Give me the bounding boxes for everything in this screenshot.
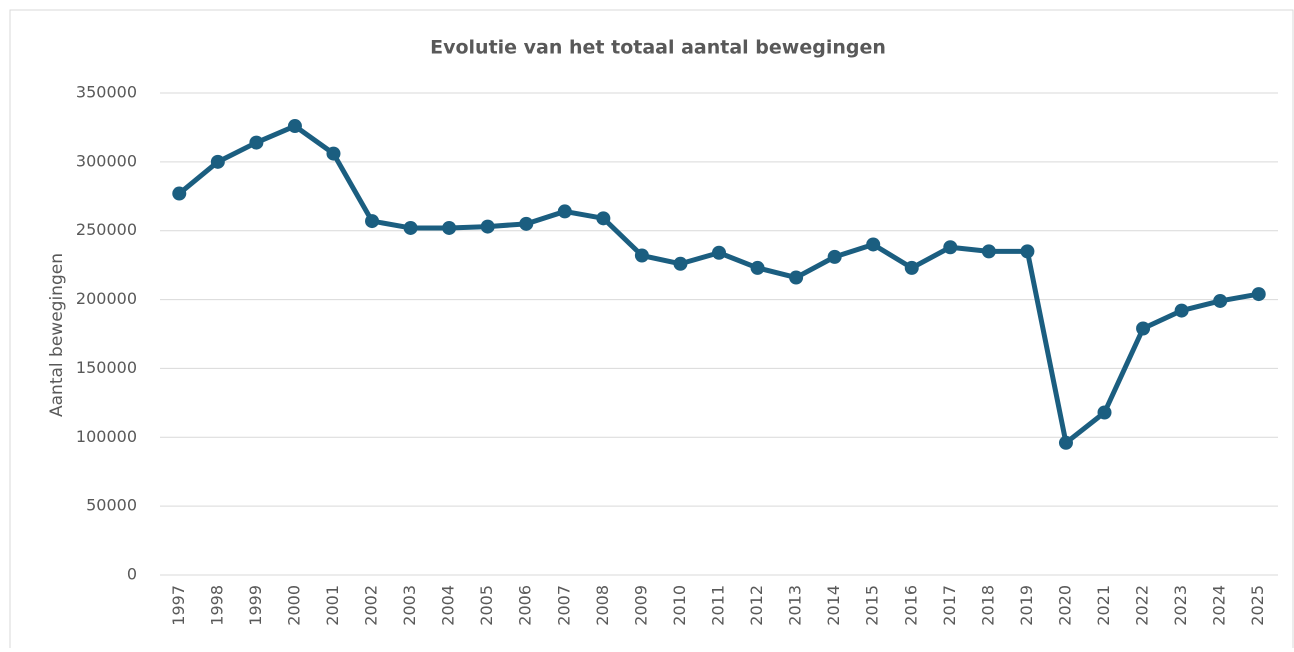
x-tick-label: 2003	[400, 585, 419, 626]
y-tick-label: 250000	[76, 220, 137, 239]
marker	[943, 240, 958, 255]
x-tick-label: 2004	[439, 585, 458, 626]
marker	[1251, 287, 1266, 302]
marker	[365, 214, 380, 229]
x-tick-label: 2024	[1210, 585, 1229, 626]
marker	[1174, 303, 1189, 318]
marker	[712, 245, 726, 260]
marker	[557, 204, 572, 219]
marker	[827, 249, 842, 264]
marker	[596, 211, 611, 226]
y-tick-label: 350000	[76, 83, 137, 102]
marker	[904, 260, 919, 275]
y-tick-label: 150000	[76, 358, 137, 377]
marker	[1058, 435, 1073, 450]
x-tick-label: 2013	[786, 585, 805, 626]
marker	[981, 244, 996, 259]
marker	[634, 248, 649, 263]
marker	[442, 220, 457, 235]
x-tick-label: 2019	[1017, 585, 1036, 626]
marker	[172, 186, 187, 201]
y-tick-label: 50000	[86, 496, 137, 515]
chart-title: Evolutie van het totaal aantal beweginge…	[430, 37, 886, 59]
y-tick-label: 0	[127, 565, 137, 584]
x-tick-label: 2000	[284, 585, 303, 626]
x-tick-label: 2014	[824, 585, 843, 626]
x-tick-label: 2016	[901, 585, 920, 626]
x-tick-label: 1999	[246, 585, 265, 626]
marker	[249, 135, 264, 150]
x-tick-label: 2021	[1094, 585, 1113, 626]
x-tick-label: 2008	[593, 585, 612, 626]
x-tick-label: 1998	[207, 585, 226, 626]
x-tick-label: 2025	[1248, 585, 1267, 626]
y-tick-label: 200000	[76, 289, 137, 308]
marker	[750, 260, 765, 275]
marker	[789, 270, 804, 285]
x-tick-label: 2009	[631, 585, 650, 626]
x-tick-label: 2011	[709, 585, 728, 626]
marker	[866, 237, 881, 252]
x-tick-label: 2007	[554, 585, 573, 626]
x-tick-label: 1997	[169, 585, 188, 626]
marker	[673, 256, 688, 271]
x-tick-label: 2023	[1171, 585, 1190, 626]
x-tick-label: 2001	[323, 585, 342, 626]
x-tick-label: 2015	[863, 585, 882, 626]
marker	[1020, 244, 1035, 259]
marker	[1136, 321, 1151, 336]
marker	[326, 146, 341, 161]
marker	[403, 220, 418, 235]
x-tick-label: 2012	[747, 585, 766, 626]
x-tick-label: 2022	[1133, 585, 1152, 626]
x-tick-label: 2005	[477, 585, 496, 626]
marker	[480, 219, 495, 234]
y-tick-label: 300000	[76, 151, 137, 170]
x-tick-label: 2018	[978, 585, 997, 626]
marker	[1213, 293, 1228, 308]
y-axis-label: Aantal bewegingen	[47, 253, 67, 417]
x-tick-label: 2006	[516, 585, 535, 626]
marker	[287, 119, 302, 134]
marker	[519, 216, 534, 231]
x-tick-label: 2020	[1055, 585, 1074, 626]
marker	[1097, 405, 1112, 420]
y-tick-label: 100000	[76, 427, 137, 446]
x-tick-label: 2002	[362, 585, 381, 626]
line	[177, 123, 1260, 446]
x-tick-label: 2010	[670, 585, 689, 626]
chart-border	[9, 9, 1294, 652]
marker	[210, 154, 225, 169]
x-tick-label: 2017	[940, 585, 959, 626]
